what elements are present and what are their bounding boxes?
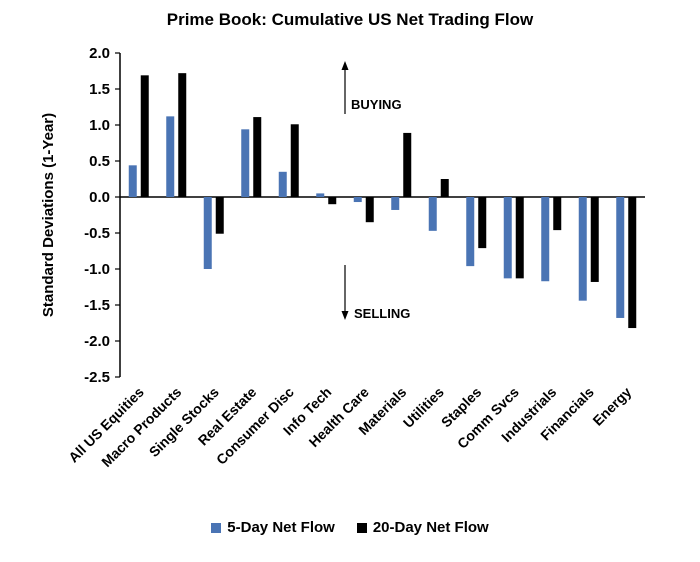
y-axis-label: Standard Deviations (1-Year) [40,113,57,317]
x-tick-label: Energy [589,384,634,429]
y-tick-label: -1.5 [84,297,110,314]
bar-5day [578,197,587,301]
bar-5day [128,165,137,197]
bar-5day [503,197,512,279]
bar-20day [515,197,524,279]
bar-20day [365,197,374,223]
legend-label: 5-Day Net Flow [227,519,335,536]
selling-arrowhead [341,311,349,320]
y-tick-label: 0.0 [89,189,110,206]
bar-5day [616,197,625,318]
bar-5day [541,197,550,282]
bar-5day [391,197,400,210]
buying-label: BUYING [351,97,402,112]
y-tick-label: -1.0 [84,261,110,278]
bar-5day [241,129,250,197]
bar-5day [278,171,287,197]
bar-20day [328,197,337,205]
legend-swatch [356,522,367,533]
y-tick-label: 1.5 [89,81,110,98]
bar-20day [253,117,262,197]
legend-label: 20-Day Net Flow [372,519,489,536]
bar-5day [428,197,437,231]
legend-item-5day: 5-Day Net Flow [211,519,335,536]
bar-5day [203,197,212,269]
y-tick-label: 0.5 [89,153,110,170]
y-tick-label: 2.0 [89,45,110,62]
bar-20day [590,197,599,282]
chart-title: Prime Book: Cumulative US Net Trading Fl… [166,10,534,29]
bar-5day [353,197,362,203]
chart-annotations: BUYING SELLING [341,61,410,321]
bar-20day [553,197,562,231]
bar-20day [140,75,149,197]
y-tick-label: -2.0 [84,333,110,350]
bar-5day [466,197,475,267]
bar-20day [215,197,224,234]
legend-item-20day: 20-Day Net Flow [356,519,489,536]
bar-20day [440,179,449,197]
legend-swatch [211,522,222,533]
chart-legend: 5-Day Net Flow 20-Day Net Flow [0,519,700,536]
bar-20day [403,132,412,197]
chart-bars [128,73,637,329]
bar-20day [178,73,187,197]
bar-5day [166,116,175,197]
y-tick-label: 1.0 [89,117,110,134]
buying-arrowhead [341,61,349,70]
bar-20day [478,197,487,249]
y-tick-label: -2.5 [84,369,110,386]
selling-label: SELLING [354,306,410,321]
y-tick-label: -0.5 [84,225,110,242]
x-tick-label: Utilities [400,384,447,431]
bar-20day [628,197,637,329]
bar-20day [290,124,299,197]
chart-axes: 2.0 1.5 1.0 0.5 0.0 -0.5 -1.0 -1.5 -2.0 -2.5 Stand… [40,45,645,386]
bar-5day [316,193,325,197]
